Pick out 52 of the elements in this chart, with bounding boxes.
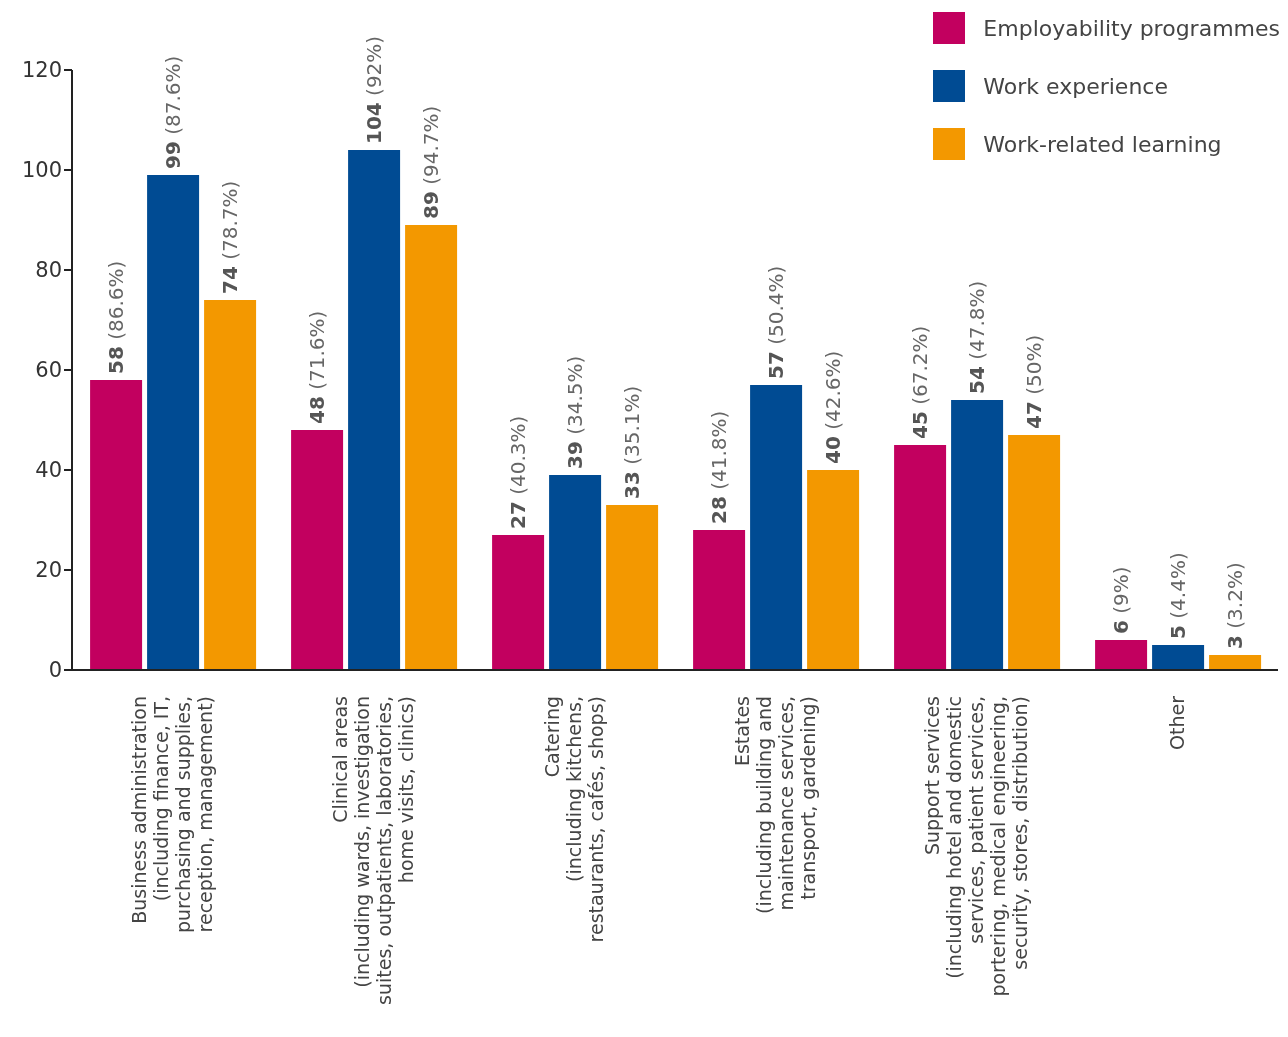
legend-label: Work experience [983,73,1168,99]
bar [348,150,401,670]
bar [405,225,458,670]
bar [1209,655,1262,670]
bar [693,530,746,670]
y-tick-label: 60 [35,358,62,383]
y-tick-label: 40 [35,458,62,483]
x-tick-label: Estates (including building and maintenance services, transport, gardening) [730,696,819,914]
x-tick-label: Other [1165,695,1188,750]
x-tick-label: Clinical areas (including wards, investigation suites, outpatients, laboratories, home visits, clinics) [328,696,417,1005]
x-tick-label: Business administration (including finance, IT, purchasing and supplies, reception, management) [127,696,216,933]
bar [1095,640,1148,670]
bar [291,430,344,670]
y-tick-label: 80 [35,258,62,283]
data-label: 3 (3.2%) [1223,562,1248,649]
bar [204,300,257,670]
y-tick-label: 100 [21,158,62,183]
data-label: 48 (71.6%) [305,310,330,424]
x-tick-label: Catering (including kitchens, restaurants, cafés, shops) [540,696,607,943]
bar [492,535,545,670]
x-tick-label: Support services (including hotel and domestic services, patient services, portering, medical engineering, security, stores, distribution) [920,696,1031,997]
y-tick-label: 120 [21,58,62,83]
y-tick-label: 0 [48,658,62,683]
data-label: 33 (35.1%) [620,385,645,499]
bar [1152,645,1205,670]
data-label: 39 (34.5%) [563,355,588,469]
data-label: 40 (42.6%) [821,350,846,464]
bar [606,505,659,670]
data-label: 74 (78.7%) [218,180,243,294]
bar [951,400,1004,670]
bar [807,470,860,670]
data-label: 6 (9%) [1109,566,1134,634]
data-label: 47 (50%) [1022,334,1047,429]
legend-label: Employability programmes [983,15,1280,41]
legend-label: Work-related learning [983,131,1222,157]
bar [1008,435,1061,670]
y-tick-label: 20 [35,558,62,583]
data-label: 27 (40.3%) [506,415,531,529]
data-label: 99 (87.6%) [161,55,186,169]
data-label: 5 (4.4%) [1166,552,1191,639]
data-label: 54 (47.8%) [965,280,990,394]
data-label: 57 (50.4%) [764,265,789,379]
bar [549,475,602,670]
data-label: 28 (41.8%) [707,410,732,524]
data-label: 58 (86.6%) [104,260,129,374]
data-label: 45 (67.2%) [908,325,933,439]
data-label: 89 (94.7%) [419,105,444,219]
bar [894,445,947,670]
data-label: 104 (92%) [362,35,387,144]
bar [750,385,803,670]
bar [90,380,143,670]
bar [147,175,200,670]
